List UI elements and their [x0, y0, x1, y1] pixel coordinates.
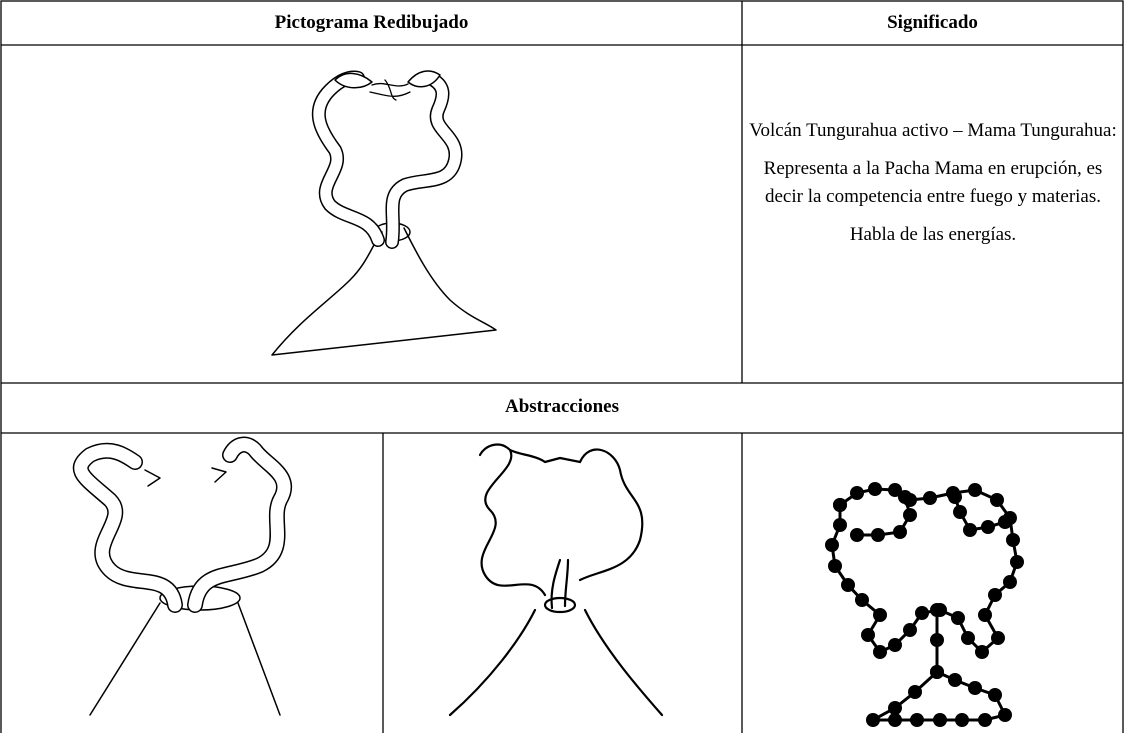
- dot: [915, 606, 929, 620]
- dot: [825, 538, 839, 552]
- dot: [833, 518, 847, 532]
- dot: [1003, 575, 1017, 589]
- dot: [930, 665, 944, 679]
- dot: [948, 673, 962, 687]
- dot: [990, 493, 1004, 507]
- snake-head: [407, 70, 441, 88]
- dot: [968, 681, 982, 695]
- meaning-cell: Volcán Tungurahua activo – Mama Tungurah…: [745, 117, 1121, 259]
- bands: [550, 558, 570, 610]
- dot: [898, 490, 912, 504]
- tongues: [369, 79, 411, 101]
- snake-left-body: [313, 72, 384, 246]
- dot: [988, 588, 1002, 602]
- header-cell: Significado: [887, 12, 978, 33]
- dot: [888, 713, 902, 727]
- dot: [861, 628, 875, 642]
- dot: [963, 523, 977, 537]
- abstraction-2: [448, 443, 664, 717]
- band-right-inner: [188, 438, 291, 612]
- header-cell: Pictograma Redibujado: [274, 12, 469, 33]
- dot: [850, 486, 864, 500]
- dot: [975, 645, 989, 659]
- pictogram: [271, 70, 497, 356]
- dot: [910, 713, 924, 727]
- abstraction-1: [72, 436, 293, 716]
- dot: [868, 482, 882, 496]
- dot: [978, 608, 992, 622]
- dot: [908, 685, 922, 699]
- dot: [930, 603, 944, 617]
- dot: [1006, 533, 1020, 547]
- dot: [951, 611, 965, 625]
- dot-link: [872, 610, 1008, 722]
- tongues: [144, 467, 227, 487]
- dot: [968, 483, 982, 497]
- dot: [888, 483, 902, 497]
- dot: [866, 713, 880, 727]
- dot: [948, 490, 962, 504]
- dot: [888, 638, 902, 652]
- dot: [933, 713, 947, 727]
- dot: [988, 688, 1002, 702]
- abstraction-3: [825, 482, 1024, 727]
- flow: [478, 443, 644, 597]
- dot: [923, 491, 937, 505]
- dot: [953, 505, 967, 519]
- dot: [961, 631, 975, 645]
- snake-head: [334, 72, 373, 89]
- snake-right-body: [386, 72, 461, 248]
- dot: [833, 498, 847, 512]
- dot: [930, 633, 944, 647]
- meaning-text: Habla de las energías.: [849, 224, 1017, 245]
- dot: [903, 623, 917, 637]
- dot: [991, 631, 1005, 645]
- volcano: [89, 602, 281, 716]
- dot: [873, 645, 887, 659]
- volcano: [448, 608, 664, 717]
- band-left-inner: [74, 444, 182, 612]
- dot: [981, 520, 995, 534]
- meaning-text: Volcán Tungurahua activo – Mama Tungurah…: [749, 120, 1117, 141]
- dot: [841, 578, 855, 592]
- dot: [850, 528, 864, 542]
- dot: [855, 593, 869, 607]
- meaning-text: Representa a la Pacha Mama en erupción, …: [763, 158, 1103, 207]
- dot: [903, 508, 917, 522]
- dot: [978, 713, 992, 727]
- dot: [1010, 555, 1024, 569]
- dot: [955, 713, 969, 727]
- dot: [828, 559, 842, 573]
- dot: [871, 528, 885, 542]
- dot: [998, 515, 1012, 529]
- volcano: [271, 227, 497, 356]
- dot: [998, 708, 1012, 722]
- dot: [893, 525, 907, 539]
- dot: [888, 701, 902, 715]
- section-title: Abstracciones: [505, 396, 619, 417]
- dot: [873, 608, 887, 622]
- crater: [543, 596, 577, 614]
